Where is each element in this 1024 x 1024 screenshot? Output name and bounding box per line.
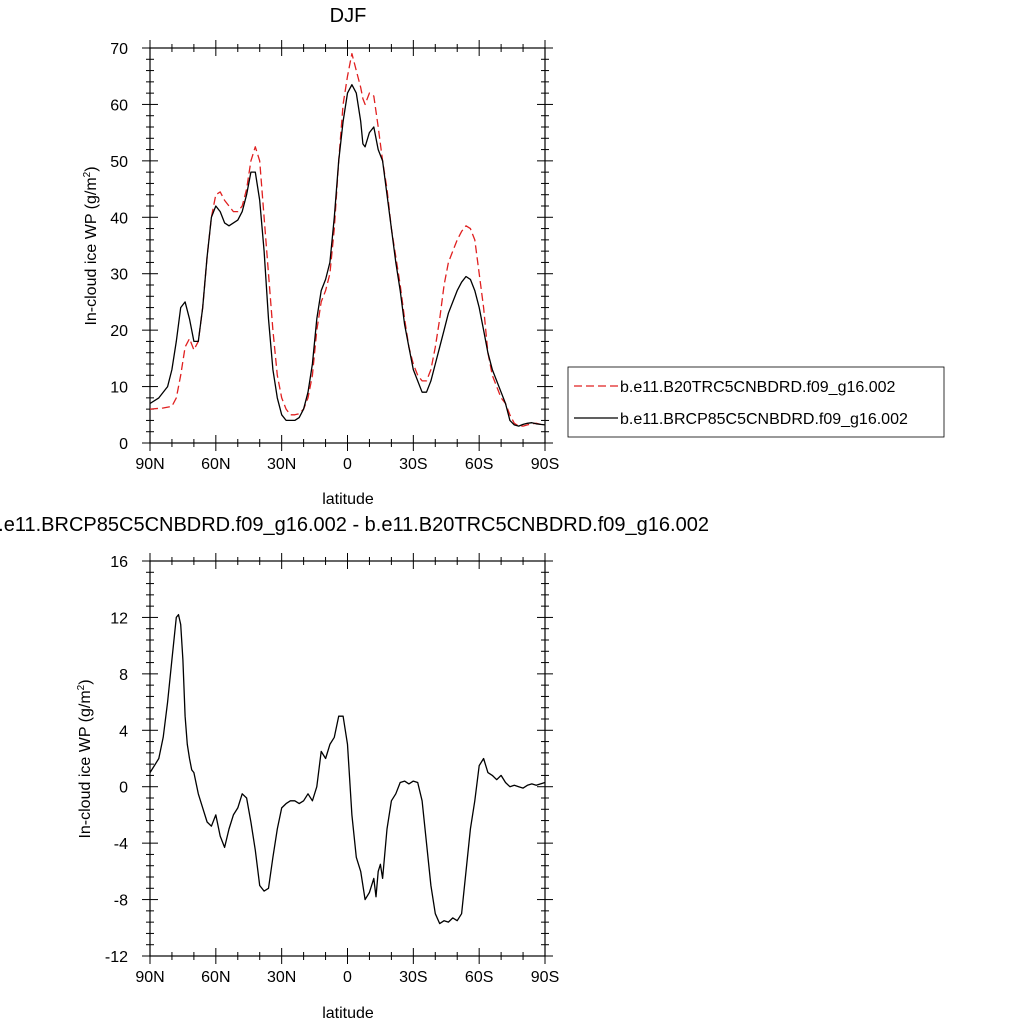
top-series-line-0 — [149, 52, 546, 427]
bottom-axis-ticks: 90N 60N 30N 0 30S 60S 90S -12 -8 -4 0 4 8 12 16 — [105, 553, 559, 986]
top-x-tick-label: 0 — [343, 456, 352, 473]
bottom-x-axis-label: latitude — [322, 1005, 374, 1022]
top-x-axis-label: latitude — [322, 491, 374, 508]
bottom-series-line-0 — [149, 613, 546, 925]
bottom-x-tick-label: 90S — [531, 969, 559, 986]
bottom-y-tick-label: 8 — [119, 667, 128, 684]
top-y-tick-label: 10 — [110, 380, 128, 397]
top-x-tick-label: 90S — [531, 456, 559, 473]
top-x-tick-label: 30N — [267, 456, 296, 473]
bottom-x-tick-label: 30N — [267, 969, 296, 986]
top-y-label-sup: 2 — [82, 171, 93, 177]
bottom-x-tick-label: 60S — [465, 969, 493, 986]
bottom-y-label-sup: 2 — [76, 684, 87, 690]
bottom-chart-title: b.e11.BRCP85C5CNBDRD.f09_g16.002 - b.e11… — [0, 514, 709, 536]
top-x-tick-label: 60S — [465, 456, 493, 473]
top-axis-ticks: 90N 60N 30N 0 30S 60S 90S 0 10 20 30 40 50 60 70 — [110, 40, 559, 473]
bottom-y-tick-label: -12 — [105, 949, 128, 966]
legend-label-rcp85: b.e11.BRCP85C5CNBDRD.f09_g16.002 — [620, 411, 908, 428]
bottom-series-group — [149, 613, 546, 925]
top-y-tick-label: 30 — [110, 267, 128, 284]
top-series-line-1 — [149, 84, 546, 427]
bottom-y-axis-label: In-cloud ice WP (g/m2) — [76, 679, 94, 838]
top-y-label-end: ) — [83, 166, 100, 171]
bottom-y-tick-label: 4 — [119, 723, 128, 740]
legend-label-historical: b.e11.B20TRC5CNBDRD.f09_g16.002 — [620, 379, 896, 396]
top-y-tick-label: 0 — [119, 436, 128, 453]
bottom-y-tick-label: -4 — [114, 836, 128, 853]
top-plot-frame — [149, 47, 546, 444]
top-chart-title: DJF — [330, 5, 367, 27]
top-x-tick-label: 30S — [399, 456, 427, 473]
top-legend: b.e11.B20TRC5CNBDRD.f09_g16.002 b.e11.BR… — [567, 366, 945, 438]
bottom-y-tick-label: 12 — [110, 610, 128, 627]
top-chart: DJF 90N 60N 30N 0 30S 60S 90S 0 10 20 30 40 50 60 70 l… — [82, 5, 945, 508]
bottom-y-label-main: In-cloud ice WP (g/m — [77, 690, 94, 838]
bottom-x-tick-label: 90N — [135, 969, 164, 986]
top-y-axis-label: In-cloud ice WP (g/m2) — [82, 166, 100, 325]
bottom-y-label-end: ) — [77, 679, 94, 684]
top-y-label-main: In-cloud ice WP (g/m — [83, 177, 100, 325]
top-x-tick-label: 60N — [201, 456, 230, 473]
bottom-x-tick-label: 0 — [343, 969, 352, 986]
bottom-y-tick-label: 0 — [119, 780, 128, 797]
bottom-plot-frame — [149, 560, 546, 957]
top-y-tick-label: 20 — [110, 323, 128, 340]
top-y-tick-label: 70 — [110, 41, 128, 58]
legend-box — [567, 366, 945, 438]
bottom-y-tick-label: -8 — [114, 893, 128, 910]
bottom-chart: b.e11.BRCP85C5CNBDRD.f09_g16.002 - b.e11… — [0, 514, 709, 1022]
top-y-tick-label: 60 — [110, 97, 128, 114]
bottom-x-tick-label: 60N — [201, 969, 230, 986]
top-x-tick-label: 90N — [135, 456, 164, 473]
top-y-tick-label: 40 — [110, 210, 128, 227]
bottom-x-tick-label: 30S — [399, 969, 427, 986]
top-y-tick-label: 50 — [110, 154, 128, 171]
bottom-y-tick-label: 16 — [110, 554, 128, 571]
top-series-group — [149, 52, 546, 427]
